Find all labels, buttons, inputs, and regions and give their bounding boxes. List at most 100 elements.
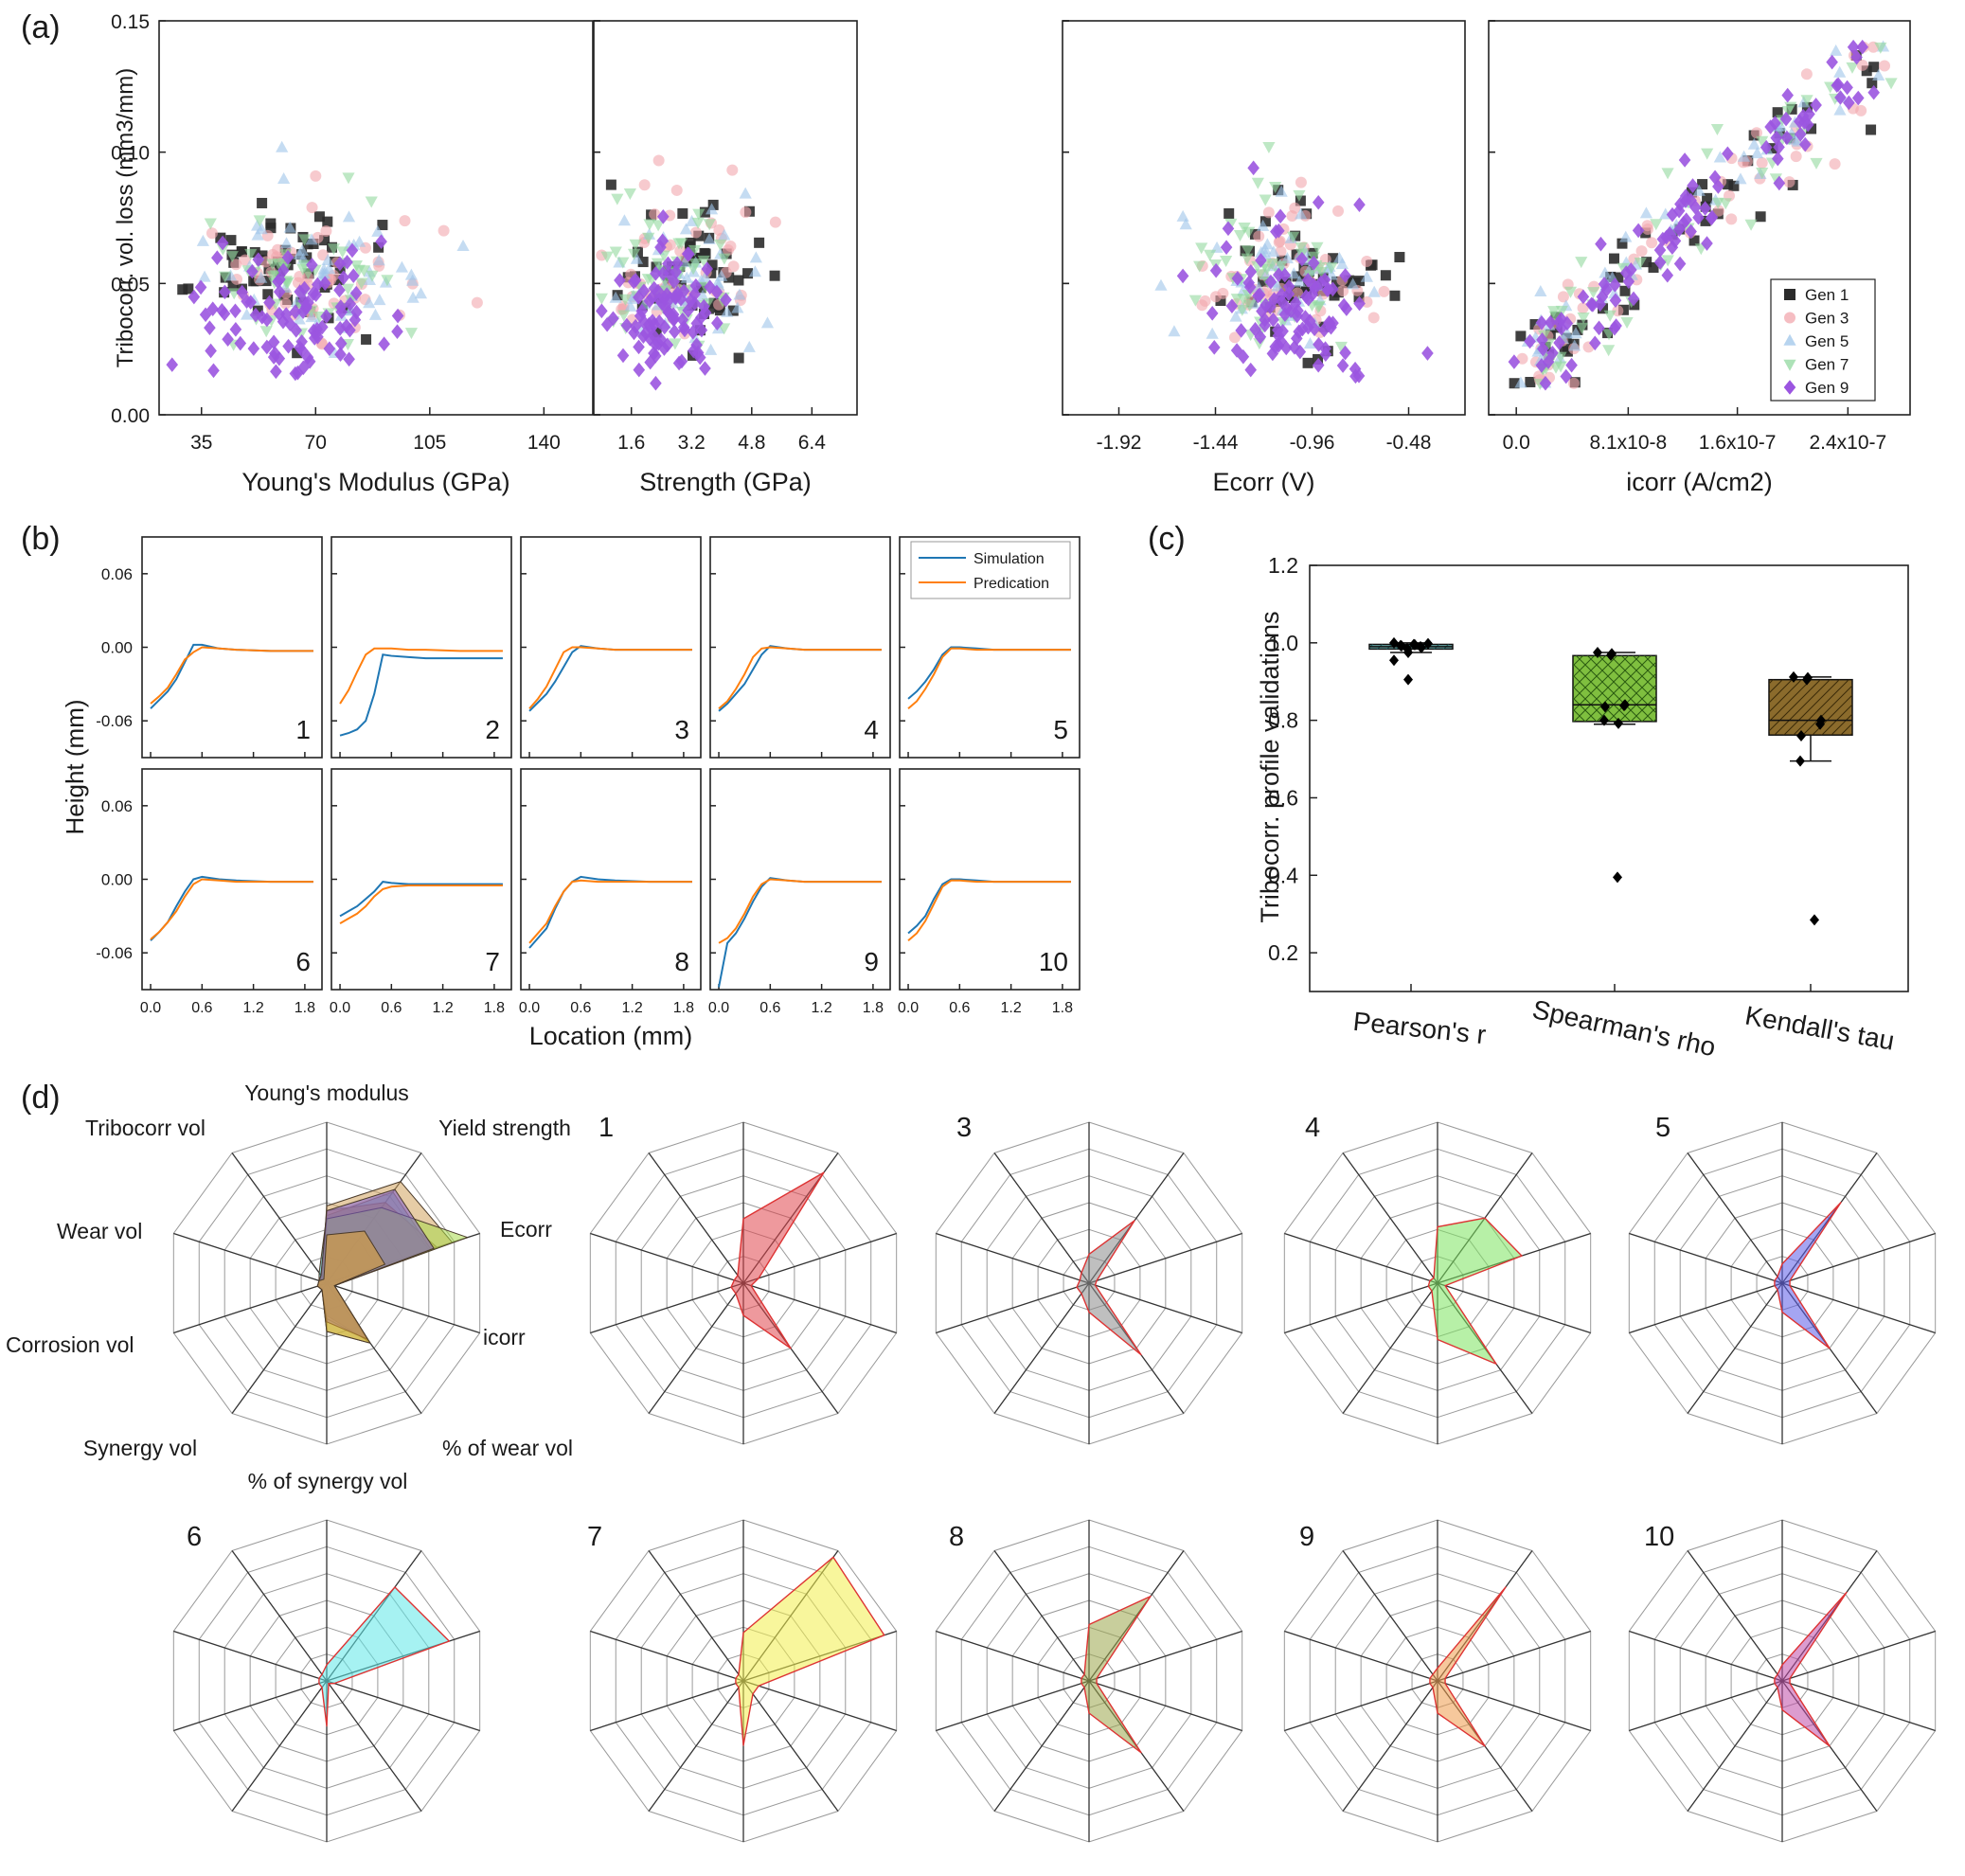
- data-point: [693, 349, 706, 366]
- data-point: [648, 280, 661, 296]
- data-point: [327, 243, 341, 256]
- legend-label: Simulation: [974, 551, 1045, 567]
- x-tick-label: 1.8: [863, 1000, 884, 1016]
- data-point: [703, 303, 714, 314]
- data-point: [1273, 236, 1285, 248]
- x-axis-label-b: Location (mm): [529, 1022, 693, 1050]
- box-3: Kendall's tau: [1742, 670, 1897, 1056]
- x-tick-label: 2.4x10-7: [1809, 432, 1886, 454]
- data-point: [1613, 272, 1624, 283]
- data-point: [1646, 237, 1658, 249]
- x-tick-label: -0.48: [1386, 432, 1432, 454]
- x-tick-label: 70: [305, 432, 327, 454]
- data-point: [1347, 277, 1360, 290]
- data-point: [1277, 323, 1289, 339]
- data-point: [1625, 262, 1637, 277]
- data-point: [1293, 189, 1306, 202]
- data-point: [295, 243, 309, 256]
- data-point: [620, 317, 634, 333]
- radar-spoke: [1342, 1550, 1438, 1682]
- data-point: [1549, 362, 1563, 374]
- data-point: [1303, 337, 1317, 349]
- x-axis-label: Ecorr (V): [1213, 468, 1315, 496]
- data-point: [1280, 277, 1292, 288]
- data-point: [1259, 194, 1272, 206]
- data-point: [1701, 236, 1713, 251]
- data-point: [1367, 285, 1381, 297]
- data-point: [1653, 255, 1667, 270]
- predication-line: [339, 884, 503, 924]
- data-point: [695, 282, 706, 294]
- x-tick-label: 105: [413, 432, 446, 454]
- legend-marker: [1784, 312, 1795, 324]
- data-point: [695, 322, 708, 338]
- data-point: [1275, 185, 1288, 197]
- data-point: [1204, 249, 1217, 261]
- x-tick-label: 0.0: [708, 1000, 729, 1016]
- data-point: [277, 262, 290, 278]
- data-point: [215, 232, 226, 243]
- data-point: [692, 208, 706, 221]
- data-point: [296, 263, 310, 276]
- radar-spoke: [1342, 1152, 1438, 1284]
- data-point: [699, 361, 711, 376]
- data-point: [1220, 255, 1233, 267]
- radar-spoke: [1687, 1282, 1783, 1414]
- data-point: [1771, 151, 1784, 167]
- data-point: [657, 208, 670, 224]
- data-point: [257, 250, 268, 261]
- data-point: [658, 319, 671, 335]
- data-point: [234, 335, 247, 351]
- profile-subplot-7: 0.0 0.6 1.2 1.8 7: [330, 768, 512, 1016]
- radar-sample-4: 4: [1283, 1113, 1592, 1445]
- data-point: [1259, 312, 1271, 328]
- data-point: [349, 285, 363, 301]
- radar-sample-1: 1: [589, 1113, 898, 1445]
- data-point: [323, 341, 336, 356]
- data-point: [1228, 331, 1241, 344]
- data-point: [350, 304, 363, 320]
- data-point: [301, 349, 314, 366]
- data-point: [222, 331, 234, 348]
- data-point: [1264, 299, 1277, 315]
- radar-spoke: [1284, 1680, 1438, 1732]
- data-point: [748, 265, 761, 277]
- data-point: [1272, 338, 1285, 353]
- y-tick-label: -0.06: [96, 944, 133, 962]
- data-point: [1389, 654, 1399, 667]
- x-tick-label: 0.0: [330, 1000, 350, 1016]
- data-point: [1843, 95, 1855, 111]
- data-point: [1595, 236, 1607, 252]
- data-point: [317, 262, 330, 275]
- data-point: [1241, 253, 1254, 265]
- data-point: [322, 216, 333, 227]
- data-point: [739, 187, 752, 199]
- radar-spoke: [1088, 1232, 1242, 1284]
- x-tick-label: 8.1x10-8: [1589, 432, 1667, 454]
- data-point: [342, 210, 356, 223]
- data-point: [1575, 257, 1588, 269]
- data-point: [1288, 292, 1299, 303]
- radar-spoke: [1629, 1630, 1783, 1682]
- data-point: [633, 290, 645, 305]
- data-point: [1795, 126, 1807, 142]
- data-point: [399, 215, 411, 227]
- data-point: [1273, 267, 1285, 283]
- x-tick-label: 0.0: [140, 1000, 161, 1016]
- data-point: [1867, 84, 1880, 100]
- data-point: [742, 268, 754, 279]
- data-point: [1539, 375, 1552, 391]
- x-tick-label: 0.6: [570, 1000, 591, 1016]
- data-point: [333, 282, 346, 298]
- data-point: [1323, 314, 1335, 331]
- radar-sample-10: 10: [1628, 1519, 1937, 1843]
- data-point: [740, 206, 752, 219]
- data-point: [349, 259, 364, 272]
- data-point: [1332, 251, 1346, 263]
- radar-spoke: [173, 1680, 328, 1732]
- data-point: [1641, 257, 1652, 268]
- data-point: [711, 315, 723, 331]
- x-axis-label: Strength (GPa): [639, 468, 812, 496]
- scatter-subplot-3: -1.92 -1.44 -0.96 -0.48 Ecorr (V): [1062, 20, 1466, 496]
